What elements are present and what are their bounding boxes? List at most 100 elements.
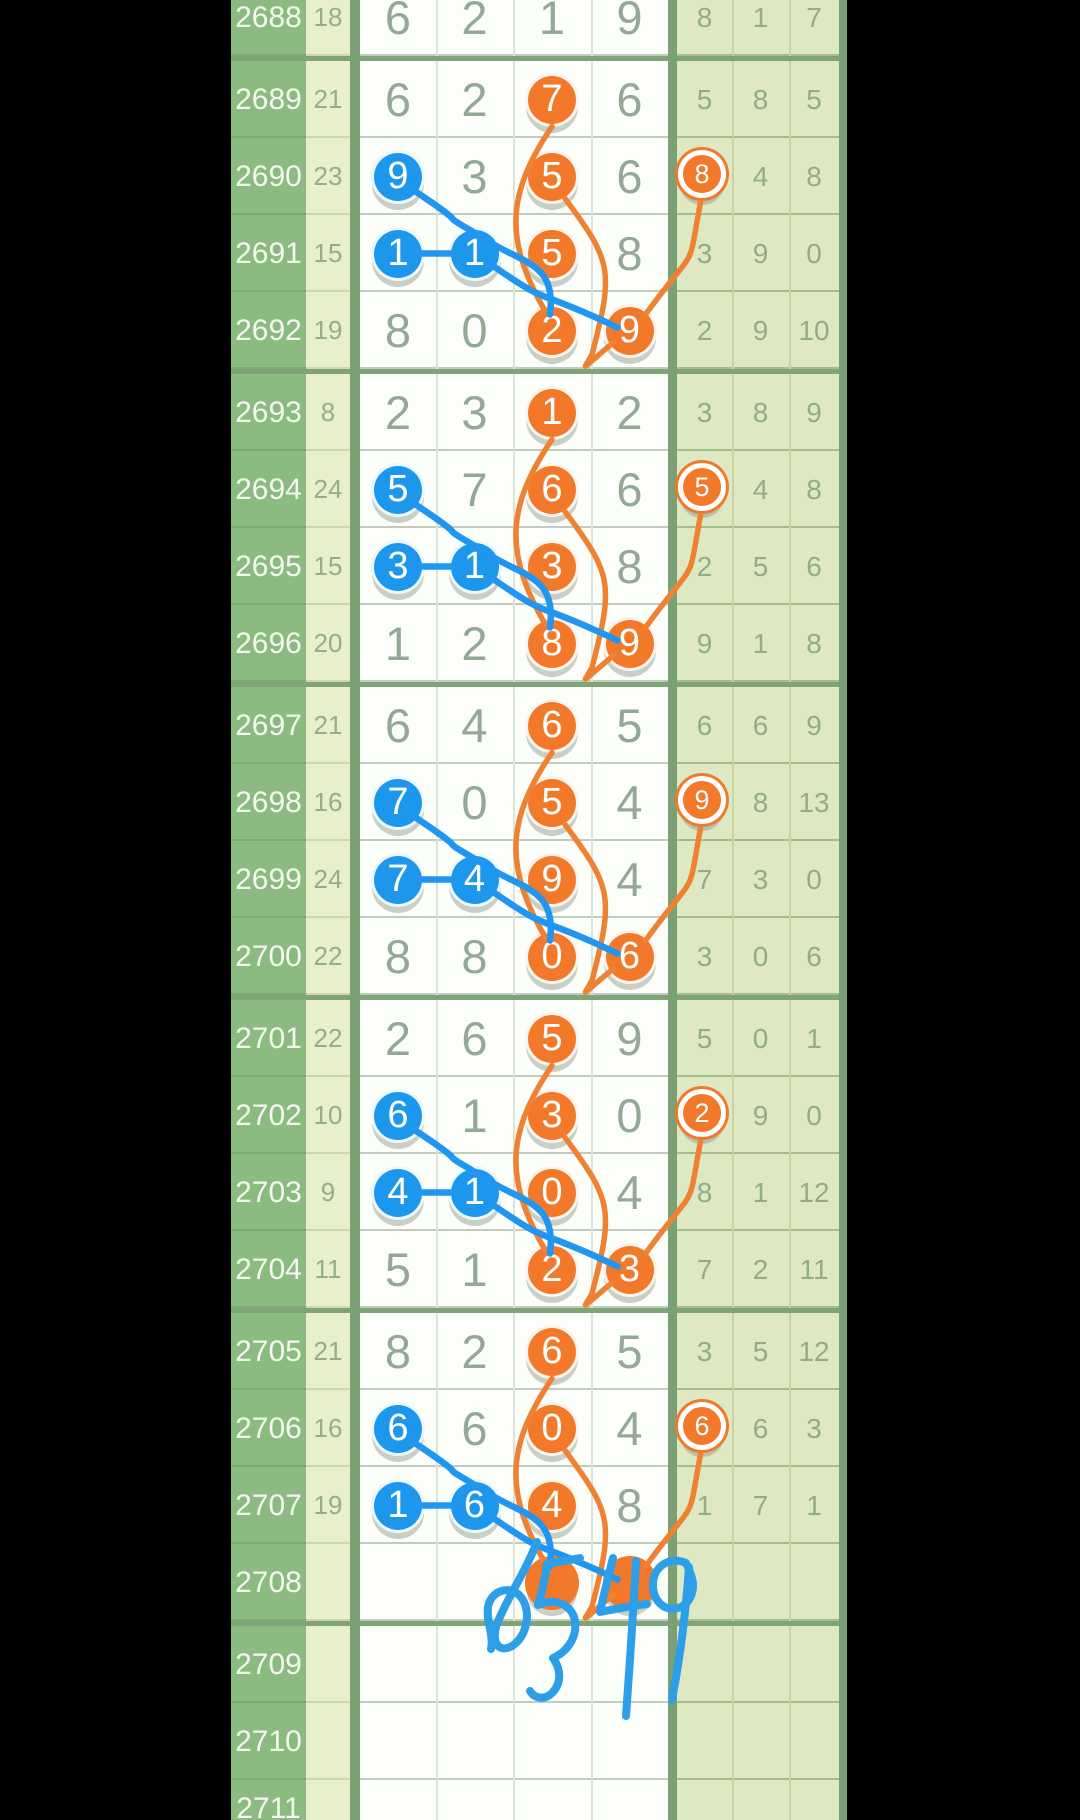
- sum-cell: [306, 1077, 350, 1154]
- stat-value: 1: [752, 1, 769, 33]
- period-label: 2692: [235, 313, 302, 347]
- period-cell: [231, 61, 306, 138]
- period-cell: [231, 1390, 306, 1467]
- period-cell: [231, 1077, 306, 1154]
- stats-cell: [677, 1231, 839, 1308]
- stats-cell: [677, 0, 839, 56]
- main-digit: 4: [616, 776, 643, 829]
- digit-circle-blue: 1: [447, 1165, 502, 1220]
- column-border: [839, 0, 847, 1820]
- digit-circle-orange: 7: [525, 72, 579, 127]
- main-digit: 6: [384, 73, 412, 126]
- digit-circle-orange: 6: [525, 698, 579, 753]
- sum-cell: [306, 1626, 350, 1703]
- stat-value: 8: [696, 1, 713, 33]
- main-digit: 6: [384, 0, 412, 44]
- sum-value: 21: [313, 710, 343, 740]
- sum-cell: [306, 841, 350, 918]
- stat-circle-orange: 9: [678, 776, 726, 824]
- stat-value: 0: [806, 863, 822, 895]
- stat-value: 4: [752, 160, 769, 192]
- stat-value: 8: [806, 160, 822, 192]
- stat-value: 9: [752, 314, 769, 346]
- period-label: 2691: [235, 236, 302, 270]
- period-label: 2709: [235, 1647, 302, 1681]
- stat-circle-orange: 8: [678, 150, 726, 198]
- period-label: 2700: [235, 939, 302, 973]
- stat-value: 8: [806, 473, 822, 505]
- digit-circle-orange: 3: [602, 1242, 657, 1297]
- period-label: 2708: [235, 1565, 302, 1599]
- stats-cell: [677, 1626, 839, 1703]
- period-label: 2694: [235, 472, 302, 506]
- period-label: 2690: [235, 159, 302, 193]
- drawn-number-disc: [525, 1555, 579, 1610]
- digit-circle-orange: 9: [602, 303, 657, 358]
- period-label: 2688: [235, 0, 302, 34]
- main-digit: 1: [384, 617, 412, 670]
- main-digit: 4: [616, 853, 643, 906]
- stat-value: 8: [752, 396, 769, 428]
- stats-cell: [677, 918, 839, 995]
- main-digit: 4: [461, 699, 488, 752]
- stat-value: 9: [752, 1099, 769, 1131]
- stat-value: 8: [806, 627, 822, 659]
- period-label: 2699: [235, 862, 302, 896]
- sum-value: 9: [320, 1177, 336, 1207]
- stat-value: 1: [806, 1022, 822, 1054]
- main-digit: 2: [461, 73, 488, 126]
- stat-value: 0: [752, 940, 769, 972]
- stats-cell: [677, 292, 839, 369]
- period-cell: [231, 764, 306, 841]
- digit-circle-orange: 3: [525, 1088, 579, 1143]
- sum-value: 21: [313, 1336, 343, 1366]
- stat-circle-orange: 6: [678, 1402, 726, 1450]
- stats-cell: [677, 1467, 839, 1544]
- digit-circle-orange: 5: [525, 226, 579, 281]
- sum-cell: [306, 1467, 350, 1544]
- digit-circle-blue: 6: [371, 1088, 425, 1143]
- sum-cell: [306, 0, 350, 56]
- digit-circle-orange: 6: [525, 1324, 579, 1379]
- sum-cell: [306, 528, 350, 605]
- sum-cell: [306, 605, 350, 682]
- stats-cell: [677, 841, 839, 918]
- period-label: 2707: [235, 1488, 302, 1522]
- digit-circle-orange: 3: [525, 539, 579, 594]
- digit-circle-orange: 9: [602, 616, 657, 671]
- sum-cell: [306, 292, 350, 369]
- group-separator: [231, 682, 847, 687]
- period-label: 2701: [235, 1021, 302, 1055]
- period-cell: [231, 215, 306, 292]
- stat-value: 7: [752, 1489, 769, 1521]
- digit-circle-blue: 3: [371, 539, 425, 594]
- stat-value: 12: [798, 1335, 830, 1367]
- period-cell: [231, 1544, 306, 1621]
- stat-value: 5: [696, 83, 713, 115]
- main-digit: 2: [616, 386, 643, 439]
- stat-value: 9: [696, 627, 713, 659]
- main-digit: 8: [384, 304, 412, 357]
- digit-circle-orange: 8: [525, 616, 579, 671]
- stat-value: 3: [696, 396, 713, 428]
- sum-value: 23: [313, 161, 343, 191]
- period-label: 2710: [235, 1724, 302, 1758]
- stat-value: 10: [798, 314, 830, 346]
- period-cell: [231, 1780, 306, 1820]
- stat-value: 3: [752, 863, 769, 895]
- stat-value: 9: [806, 709, 822, 741]
- main-digit: 4: [616, 1402, 643, 1455]
- sum-value: 10: [313, 1100, 343, 1130]
- sum-value: 16: [313, 1413, 343, 1443]
- period-cell: [231, 687, 306, 764]
- column-border: [350, 0, 360, 1820]
- main-digit: 2: [461, 1325, 488, 1378]
- stat-value: 3: [806, 1412, 822, 1444]
- period-label: 2705: [235, 1334, 302, 1368]
- period-label: 2695: [235, 549, 302, 583]
- stats-cell: [677, 1313, 839, 1390]
- period-label: 2706: [235, 1411, 302, 1445]
- sum-value: 11: [314, 1254, 342, 1284]
